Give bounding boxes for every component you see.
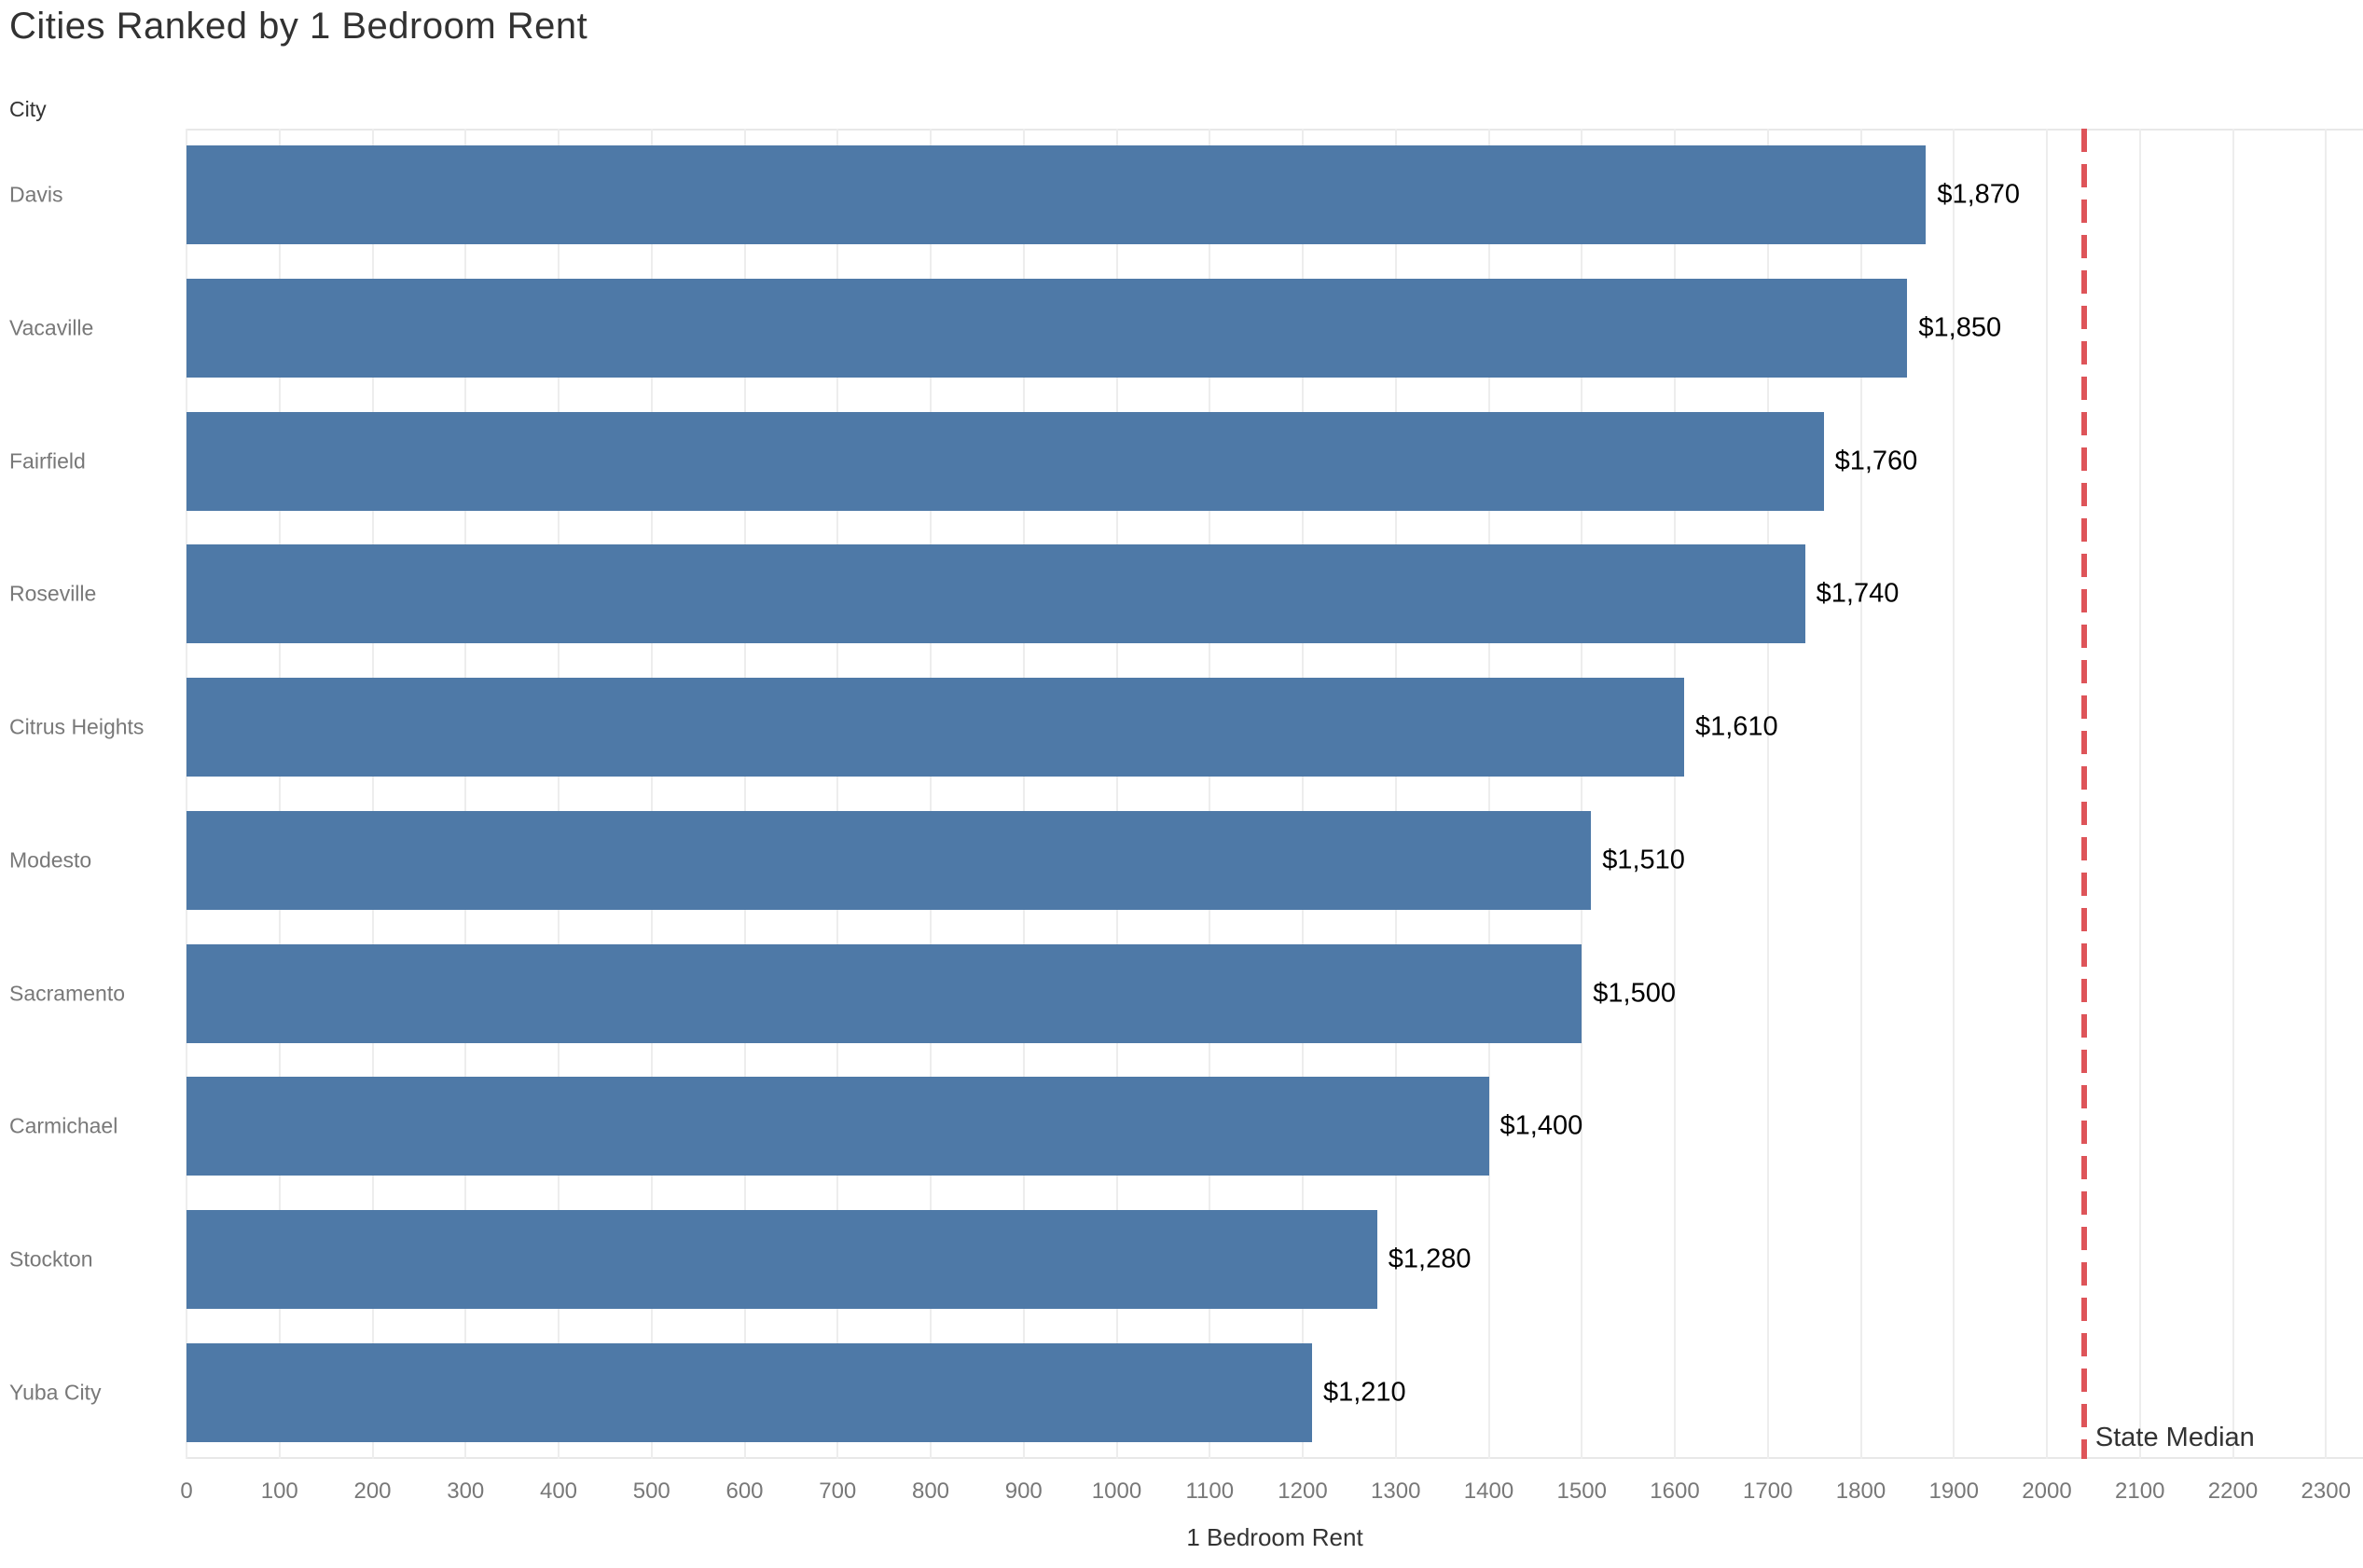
category-label-citrus-heights: Citrus Heights <box>9 714 145 739</box>
x-tick-label-2100: 2100 <box>2115 1479 2165 1504</box>
gridline-1800 <box>1859 129 1862 1459</box>
bar-value-label-davis: $1,870 <box>1937 179 2021 210</box>
x-tick-label-2200: 2200 <box>2207 1479 2259 1504</box>
x-tick-label-1400: 1400 <box>1463 1479 1514 1504</box>
x-tick-label-1100: 1100 <box>1185 1479 1235 1504</box>
gridline-500 <box>650 129 653 1459</box>
gridline-2300 <box>2325 129 2328 1459</box>
gridline-1100 <box>1209 129 1211 1459</box>
x-tick-label-100: 100 <box>260 1479 298 1504</box>
gridline-1400 <box>1487 129 1490 1459</box>
row-axis-header: City <box>9 97 47 121</box>
x-tick-label-500: 500 <box>632 1479 670 1504</box>
category-label-carmichael: Carmichael <box>9 1113 118 1138</box>
bar-citrus-heights[interactable] <box>187 678 1684 777</box>
x-tick-label-1900: 1900 <box>1928 1479 1979 1504</box>
category-label-roseville: Roseville <box>9 581 97 606</box>
bar-fairfield[interactable] <box>187 411 1824 511</box>
x-tick-label-1200: 1200 <box>1278 1479 1328 1504</box>
x-tick-label-900: 900 <box>1004 1479 1043 1504</box>
bar-value-label-sacramento: $1,500 <box>1593 978 1676 1009</box>
bar-value-label-fairfield: $1,760 <box>1834 446 1918 476</box>
category-label-stockton: Stockton <box>9 1246 93 1272</box>
gridline-0 <box>186 129 187 1459</box>
category-label-yuba-city: Yuba City <box>9 1380 102 1405</box>
gridline-2000 <box>2046 129 2048 1459</box>
x-tick-label-2300: 2300 <box>2301 1479 2351 1504</box>
bar-value-label-roseville: $1,740 <box>1816 578 1900 609</box>
x-tick-label-1600: 1600 <box>1650 1479 1700 1504</box>
category-label-sacramento: Sacramento <box>9 981 126 1006</box>
gridline-700 <box>836 129 839 1459</box>
gridline-300 <box>464 129 467 1459</box>
bar-vacaville[interactable] <box>187 279 1908 378</box>
state-median-reference-line <box>2080 129 2087 1459</box>
gridline-600 <box>743 129 746 1459</box>
x-tick-label-700: 700 <box>819 1479 857 1504</box>
x-tick-label-200: 200 <box>353 1479 392 1504</box>
gridline-2100 <box>2138 129 2141 1459</box>
bar-value-label-citrus-heights: $1,610 <box>1694 711 1778 742</box>
bar-value-label-modesto: $1,510 <box>1602 845 1685 875</box>
x-tick-label-300: 300 <box>447 1479 485 1504</box>
x-tick-label-600: 600 <box>725 1479 764 1504</box>
bar-yuba-city[interactable] <box>187 1342 1312 1442</box>
gridline-200 <box>371 129 374 1459</box>
x-tick-label-1500: 1500 <box>1556 1479 1607 1504</box>
gridline-1200 <box>1302 129 1304 1459</box>
x-axis-title: 1 Bedroom Rent <box>1186 1523 1363 1551</box>
bar-value-label-carmichael: $1,400 <box>1499 1110 1583 1141</box>
category-label-vacaville: Vacaville <box>9 315 94 340</box>
gridline-2200 <box>2232 129 2234 1459</box>
reference-line-label: State Median <box>2094 1423 2255 1452</box>
x-tick-label-1800: 1800 <box>1835 1479 1886 1504</box>
bar-value-label-vacaville: $1,850 <box>1918 312 2002 343</box>
category-label-davis: Davis <box>9 182 63 207</box>
gridline-1600 <box>1674 129 1676 1459</box>
gridline-100 <box>278 129 281 1459</box>
x-tick-label-1000: 1000 <box>1091 1479 1142 1504</box>
axis-border-line <box>187 1457 2363 1459</box>
bar-modesto[interactable] <box>187 810 1592 910</box>
gridline-1500 <box>1581 129 1583 1459</box>
gridline-1000 <box>1115 129 1118 1459</box>
category-label-modesto: Modesto <box>9 847 92 873</box>
gridline-900 <box>1022 129 1025 1459</box>
x-tick-label-800: 800 <box>911 1479 950 1504</box>
x-tick-label-2000: 2000 <box>2022 1479 2072 1504</box>
axis-border-line <box>187 129 2363 131</box>
bar-sacramento[interactable] <box>187 943 1582 1043</box>
gridline-400 <box>558 129 560 1459</box>
gridline-1700 <box>1766 129 1769 1459</box>
gridline-800 <box>930 129 932 1459</box>
gridline-1300 <box>1394 129 1397 1459</box>
bar-roseville[interactable] <box>187 544 1805 644</box>
x-tick-label-1300: 1300 <box>1371 1479 1421 1504</box>
plot-area: $1,870 $1,850 $1,760 $1,740 $1,610 $1,510 $1,5… <box>186 129 2363 1459</box>
chart-title: Cities Ranked by 1 Bedroom Rent <box>9 6 588 47</box>
bar-value-label-stockton: $1,280 <box>1388 1244 1472 1274</box>
x-tick-label-400: 400 <box>539 1479 578 1504</box>
bar-carmichael[interactable] <box>187 1077 1489 1176</box>
gridline-1900 <box>1953 129 1955 1459</box>
bar-value-label-yuba-city: $1,210 <box>1322 1377 1406 1408</box>
category-label-fairfield: Fairfield <box>9 448 86 474</box>
x-tick-label-1700: 1700 <box>1743 1479 1793 1504</box>
x-tick-label-0: 0 <box>180 1479 193 1504</box>
bar-davis[interactable] <box>187 145 1927 245</box>
bar-stockton[interactable] <box>187 1209 1377 1309</box>
